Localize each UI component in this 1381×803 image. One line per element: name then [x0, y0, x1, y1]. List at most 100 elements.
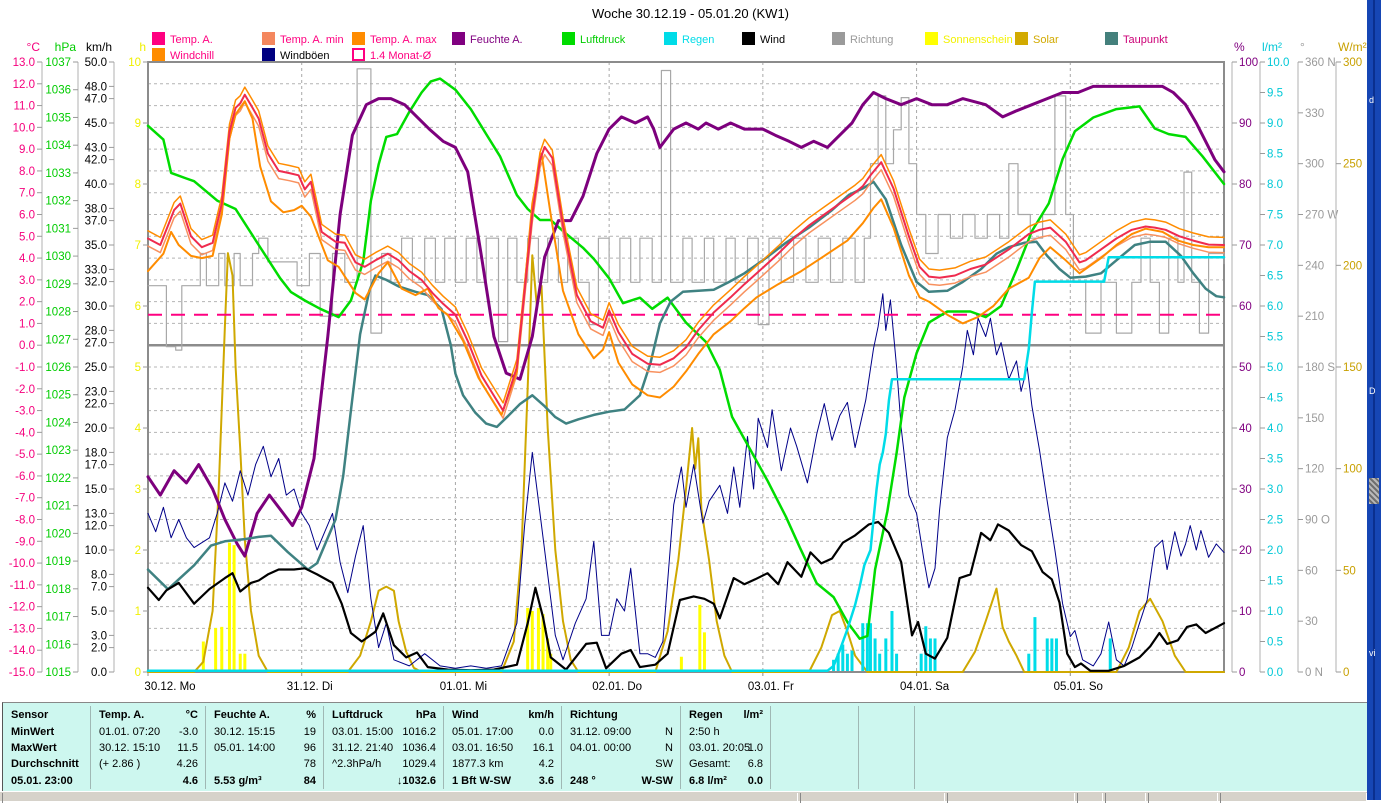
series-luftdruck — [146, 77, 1226, 640]
svg-text:°C: °C — [27, 40, 41, 54]
series-regen_sum — [146, 255, 1226, 673]
svg-text:7.0: 7.0 — [19, 188, 35, 200]
svg-text:35.0: 35.0 — [85, 240, 107, 252]
table-column-divider — [90, 706, 91, 789]
svg-text:1035: 1035 — [45, 112, 71, 124]
svg-text:0.0: 0.0 — [1267, 667, 1283, 679]
legend-color-swatch — [742, 32, 755, 45]
table-cell-value: ↓1032.6 — [396, 775, 436, 787]
svg-text:-6.0: -6.0 — [15, 471, 35, 483]
legend-color-swatch — [152, 48, 165, 61]
svg-text:8.0: 8.0 — [19, 166, 35, 178]
svg-text:3.0: 3.0 — [19, 275, 35, 287]
desktop-icon-label[interactable]: vi — [1369, 648, 1376, 658]
series-windboeen — [147, 293, 1225, 669]
svg-text:2: 2 — [135, 545, 141, 557]
svg-text:150: 150 — [1343, 362, 1362, 374]
svg-text:20.0: 20.0 — [85, 423, 107, 435]
svg-text:33.0: 33.0 — [85, 264, 107, 276]
legend-color-swatch — [1105, 32, 1118, 45]
svg-text:15.0: 15.0 — [85, 484, 107, 496]
svg-text:7: 7 — [135, 240, 141, 252]
svg-text:4.5: 4.5 — [1267, 393, 1283, 405]
svg-text:1.5: 1.5 — [1267, 576, 1283, 588]
legend-color-swatch — [262, 32, 275, 45]
legend-label: Luftdruck — [580, 34, 626, 46]
svg-text:1027: 1027 — [45, 334, 71, 346]
svg-text:4: 4 — [135, 423, 142, 435]
svg-text:3: 3 — [135, 484, 141, 496]
table-cell-value: 19 — [303, 726, 316, 738]
axis-C: °C 13.0 12.0 11.0 10.0 9.0 8.0 7.0 6.0 5.0 4.0 3.0 2… — [9, 40, 43, 679]
series-wind — [146, 520, 1226, 672]
svg-text:23.0: 23.0 — [85, 386, 107, 398]
svg-text:05.01. So: 05.01. So — [1054, 681, 1103, 693]
svg-text:25.0: 25.0 — [85, 362, 107, 374]
legend-color-swatch — [262, 48, 275, 61]
series-solar — [147, 252, 1225, 673]
axis-lm: l/m² 10.0 9.5 9.0 8.5 8.0 7.5 7.0 6.5 6.0 5.5 5.0 4.… — [1259, 40, 1289, 679]
svg-text:17.0: 17.0 — [85, 460, 107, 472]
table-cell-desc: 03.01. 20:05 — [689, 742, 751, 754]
table-col-unit: hPa — [415, 709, 436, 721]
table-cell-desc: (+ 2.86 ) — [99, 758, 141, 770]
legend-color-swatch — [1015, 32, 1028, 45]
legend-item-wind: Wind — [742, 32, 785, 46]
table-cell-value: -3.0 — [179, 726, 198, 738]
svg-text:9.0: 9.0 — [19, 144, 35, 156]
svg-text:330: 330 — [1305, 108, 1324, 120]
svg-text:-8.0: -8.0 — [15, 515, 35, 527]
svg-text:11.0: 11.0 — [13, 101, 35, 113]
chart-title: Woche 30.12.19 - 05.01.20 (KW1) — [591, 6, 790, 21]
svg-text:10: 10 — [1239, 606, 1252, 618]
svg-text:7.0: 7.0 — [1267, 240, 1283, 252]
svg-text:20: 20 — [1239, 545, 1252, 557]
table-cell-desc: 04.01. 00:00 — [570, 742, 632, 754]
svg-text:4.0: 4.0 — [19, 253, 35, 265]
desktop-icon[interactable] — [1369, 478, 1379, 504]
table-row-label: MinWert — [11, 726, 55, 738]
legend-color-swatch — [452, 32, 465, 45]
svg-text:0: 0 — [1343, 667, 1349, 679]
legend-label: Sonnenschein — [943, 34, 1013, 46]
svg-text:12.0: 12.0 — [13, 79, 35, 91]
svg-text:-13.0: -13.0 — [9, 623, 35, 635]
svg-text:0 N: 0 N — [1305, 667, 1323, 679]
statusbar-segment — [2, 793, 798, 803]
desktop-icon-label[interactable]: D — [1369, 386, 1376, 396]
svg-text:70: 70 — [1239, 240, 1252, 252]
svg-text:90 O: 90 O — [1305, 515, 1330, 527]
table-cell-value: 6.8 — [747, 758, 763, 770]
svg-text:W/m²: W/m² — [1338, 40, 1367, 54]
table-column-divider — [770, 706, 771, 789]
svg-text:32.0: 32.0 — [85, 277, 107, 289]
legend-item-windb-en: Windböen — [262, 48, 330, 62]
legend-label: Richtung — [850, 34, 894, 46]
table-cell-value: 0.0 — [538, 726, 554, 738]
svg-text:180 S: 180 S — [1305, 362, 1335, 374]
svg-text:47.0: 47.0 — [85, 94, 107, 106]
table-col-title: Temp. A. — [99, 709, 145, 721]
svg-text:6.0: 6.0 — [1267, 301, 1283, 313]
series-taupunkt — [146, 180, 1226, 591]
statusbar-segment — [1077, 793, 1103, 803]
table-column-divider — [443, 706, 444, 789]
statusbar-segment — [800, 793, 945, 803]
svg-text:150: 150 — [1305, 413, 1324, 425]
svg-text:38.0: 38.0 — [85, 203, 107, 215]
svg-text:5.0: 5.0 — [1267, 362, 1283, 374]
svg-text:27.0: 27.0 — [85, 338, 107, 350]
svg-text:9: 9 — [135, 118, 141, 130]
series-temp_min — [147, 101, 1225, 419]
svg-text:1037: 1037 — [45, 57, 71, 69]
desktop-icon-label[interactable]: d — [1369, 95, 1375, 105]
svg-text:8.5: 8.5 — [1267, 149, 1283, 161]
table-col-title: Feuchte A. — [214, 709, 270, 721]
svg-text:240: 240 — [1305, 260, 1324, 272]
svg-text:10.0: 10.0 — [1267, 57, 1289, 69]
svg-text:1018: 1018 — [45, 584, 71, 596]
svg-text:60: 60 — [1305, 565, 1318, 577]
table-cell-desc: ^2.3hPa/h — [332, 758, 382, 770]
svg-text:18.0: 18.0 — [85, 447, 107, 459]
